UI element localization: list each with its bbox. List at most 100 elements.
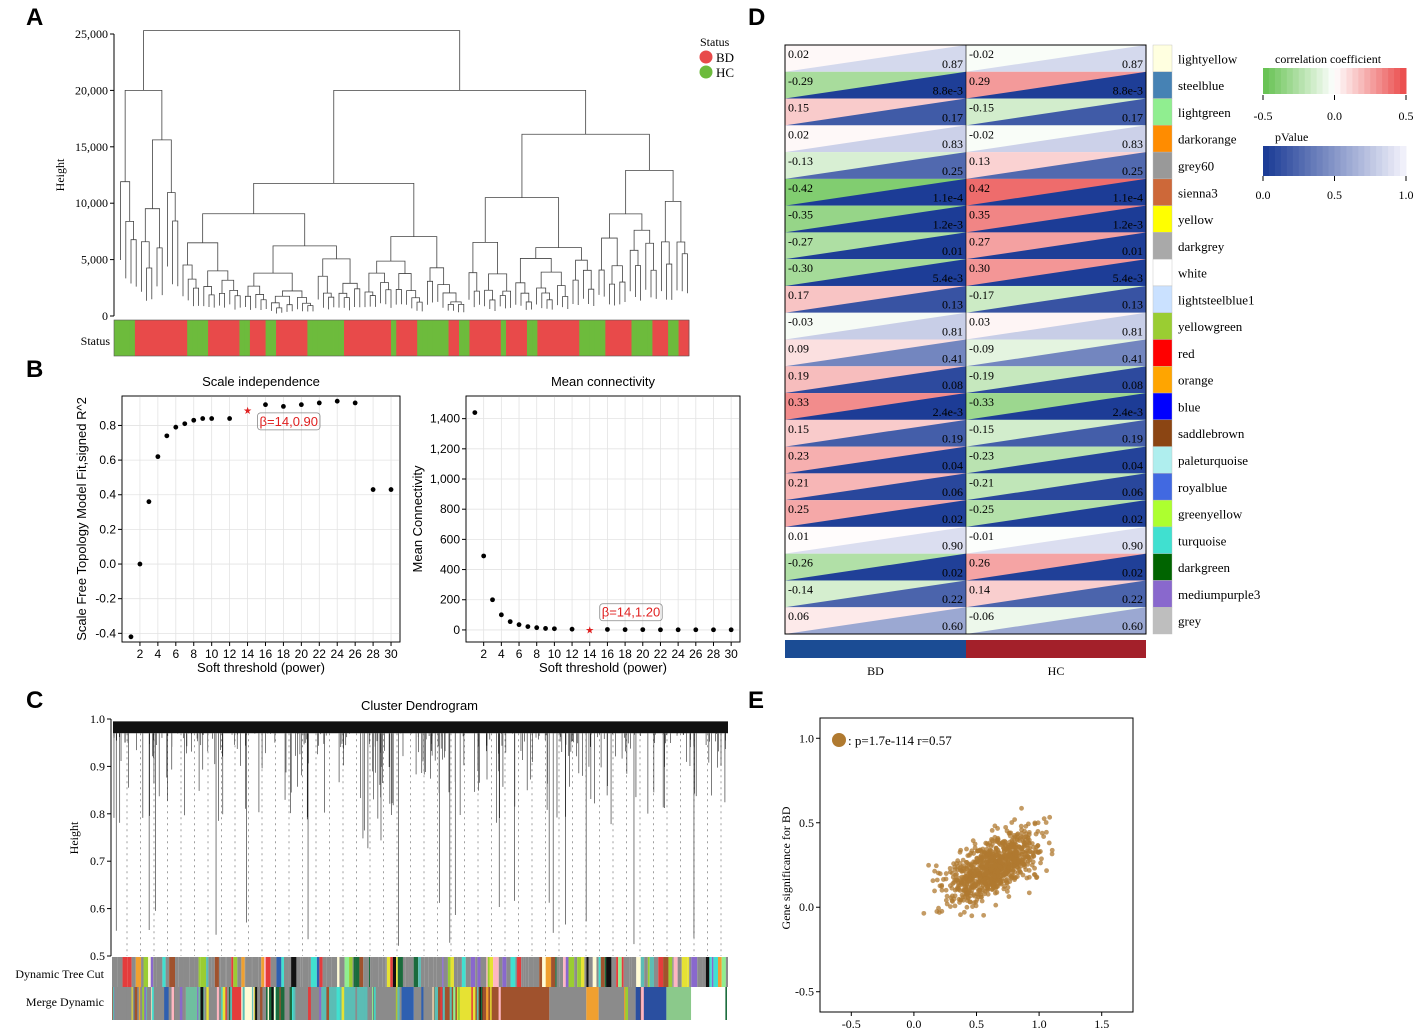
data-point	[958, 912, 963, 918]
status-cell	[197, 320, 204, 356]
dendrogram-branch	[274, 295, 290, 305]
pvalue-triangle	[785, 45, 966, 72]
status-cell	[328, 320, 334, 356]
module-swatch	[1152, 285, 1173, 313]
tree-cut-stripe	[233, 957, 238, 987]
module-label: greenyellow	[1178, 507, 1243, 522]
data-point	[534, 625, 540, 631]
data-point	[933, 863, 939, 869]
y-tick-label: 0.6	[99, 453, 116, 467]
status-cell	[657, 320, 664, 356]
status-cell	[181, 320, 188, 356]
data-point	[1014, 837, 1020, 843]
panel-letter-a: A	[26, 4, 44, 31]
status-cell	[411, 320, 418, 356]
status-cell	[291, 320, 298, 356]
x-tick-label: 24	[331, 647, 345, 661]
module-label: saddlebrown	[1178, 426, 1245, 441]
tree-cut-stripe	[592, 957, 597, 987]
dendrogram-branch	[473, 290, 480, 308]
data-point	[989, 827, 995, 833]
data-point	[934, 877, 940, 883]
data-point	[1006, 865, 1011, 870]
pvalue-text: 0.19	[1122, 432, 1143, 446]
p-legend-step	[1316, 146, 1324, 176]
dendrogram-branch	[664, 200, 682, 242]
pvalue-text: 1.1e-4	[933, 191, 963, 205]
pvalue-triangle	[966, 259, 1146, 286]
merge-stripe	[273, 987, 276, 1020]
y-tick-label: 0	[102, 309, 108, 323]
dendrogram-branch	[583, 269, 592, 299]
data-point	[992, 838, 998, 844]
tree-cut-stripe	[606, 957, 612, 987]
dendrogram-branch	[541, 292, 550, 309]
corr-value: 0.26	[969, 556, 990, 570]
module-label: yellowgreen	[1178, 319, 1243, 334]
data-point	[999, 840, 1005, 846]
tree-cut-stripe	[658, 957, 664, 987]
x-tick-label: 22	[313, 647, 327, 661]
p-legend-step	[1268, 146, 1276, 176]
corr-value: 0.13	[969, 154, 990, 168]
tree-cut-stripe	[252, 957, 259, 987]
module-label: paleturquoise	[1178, 453, 1248, 468]
tree-cut-stripe	[702, 957, 706, 987]
tree-cut-stripe	[404, 957, 406, 987]
dendrogram-branch	[187, 278, 197, 301]
dendrogram-branch	[484, 197, 560, 248]
status-cell	[579, 320, 585, 356]
status-cell	[171, 320, 178, 356]
tree-cut-stripe	[344, 957, 350, 987]
status-cell	[380, 320, 387, 356]
x-tick-label: 6	[172, 647, 179, 661]
y-tick-label: 0.4	[99, 488, 116, 502]
tree-cut-stripe	[450, 957, 454, 987]
tree-cut-stripe	[493, 957, 499, 987]
tree-cut-stripe	[539, 957, 543, 987]
plot-frame-top	[465, 395, 741, 643]
data-point	[968, 862, 974, 868]
dendrogram-branch	[354, 288, 361, 308]
dendrogram-branch	[472, 241, 498, 274]
module-label: lightgreen	[1178, 105, 1231, 120]
status-cell	[589, 320, 596, 356]
merge-block	[401, 987, 414, 1020]
data-point	[1049, 851, 1055, 857]
tree-cut-stripe	[221, 957, 226, 987]
tree-cut-stripe	[533, 957, 540, 987]
status-cell	[438, 320, 444, 356]
status-row-label: Status	[81, 334, 111, 348]
tree-cut-stripe	[226, 957, 232, 987]
dendrogram-branch	[385, 289, 392, 308]
tree-cut-stripe	[122, 957, 128, 987]
module-swatch	[1152, 339, 1173, 367]
status-cell	[192, 320, 199, 356]
x-tick-label: 2	[137, 647, 144, 661]
data-point	[1039, 830, 1045, 836]
status-cell	[265, 320, 272, 356]
module-swatch	[1152, 499, 1173, 528]
merge-stripe	[437, 987, 441, 1020]
data-point	[971, 872, 977, 878]
corr-value: -0.42	[788, 181, 813, 195]
tree-cut-stripe	[141, 957, 144, 987]
dendrogram-branch	[255, 294, 264, 309]
data-point	[1015, 831, 1021, 837]
pvalue-triangle	[785, 125, 966, 153]
tree-cut-stripe	[586, 957, 589, 987]
data-point	[960, 857, 966, 863]
pvalue-text: 0.13	[942, 298, 963, 312]
x-tick-label: 22	[654, 647, 668, 661]
tree-cut-stripe	[515, 957, 518, 987]
data-point	[1033, 831, 1039, 837]
status-cell	[375, 320, 381, 356]
x-tick-label: 14	[583, 647, 597, 661]
merge-stripe	[242, 987, 245, 1020]
p-legend-step	[1334, 146, 1341, 176]
data-point	[970, 904, 975, 909]
merge-stripe	[221, 987, 223, 1020]
data-point	[281, 403, 286, 409]
tree-cut-stripe	[281, 957, 284, 987]
y-tick-label: 1.0	[799, 731, 814, 745]
